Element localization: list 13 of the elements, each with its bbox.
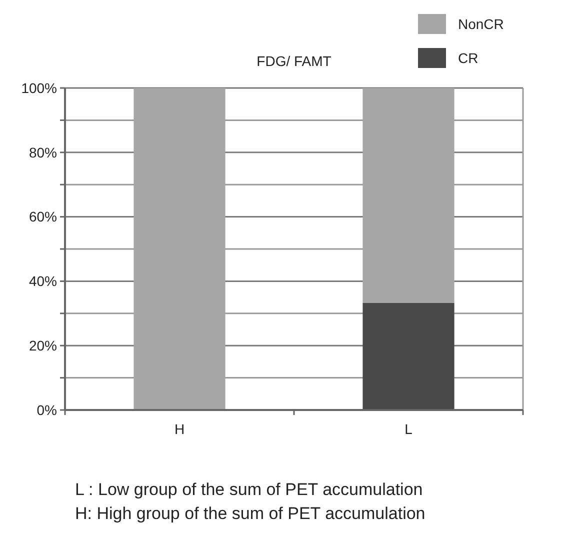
- y-tick-label: 0%: [36, 402, 57, 418]
- y-tick-label: 100%: [21, 80, 57, 96]
- x-tick-label: H: [174, 421, 185, 437]
- y-tick-label: 40%: [28, 273, 57, 290]
- text: L : Low group of the sum of PET accumulation: [75, 480, 423, 499]
- legend-label: CR: [458, 50, 478, 66]
- legend-label: NonCR: [458, 16, 504, 32]
- x-tick-label: L: [404, 421, 413, 437]
- y-tick-label: 20%: [28, 338, 57, 354]
- y-tick-label: 80%: [28, 144, 57, 160]
- y-tick-label: 60%: [28, 208, 57, 225]
- text: H: High group of the sum of PET accumulation: [75, 504, 426, 523]
- chart-title: FDG/ FAMT: [256, 53, 332, 69]
